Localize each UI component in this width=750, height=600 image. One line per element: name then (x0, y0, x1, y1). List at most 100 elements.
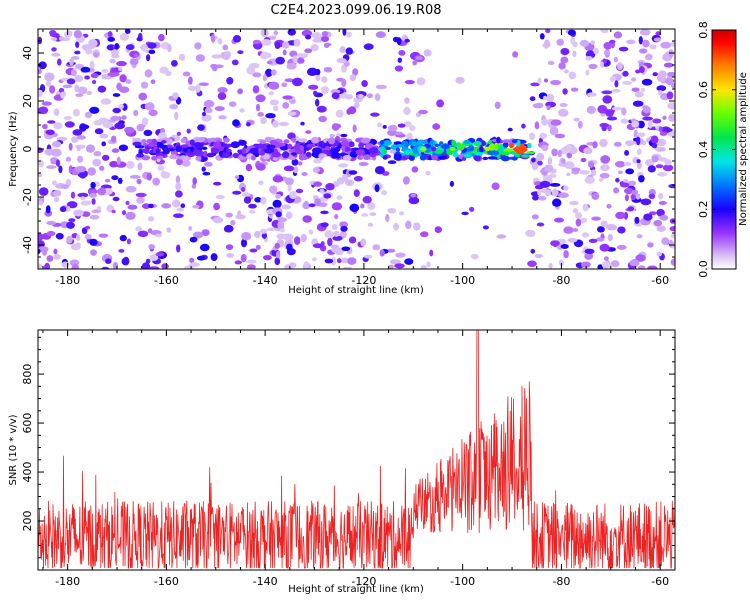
spectrogram-cell (218, 115, 227, 120)
spectrogram-cell (572, 208, 579, 214)
spectrogram-cell (550, 119, 562, 126)
spectrogram-cell (496, 136, 501, 144)
spectrogram-cell (226, 252, 234, 258)
spectrogram-cell (70, 56, 80, 60)
spectrogram-cell (597, 226, 605, 233)
spectrogram-cell (487, 156, 498, 160)
spectrogram-cell (93, 151, 102, 157)
spectrogram-cell (70, 243, 81, 251)
spectrogram-cell (92, 79, 97, 85)
spectrogram-cell (668, 239, 673, 248)
spectrogram-cell (241, 192, 251, 198)
spectrogram-cell (366, 93, 373, 99)
spectrogram-cell (335, 109, 344, 118)
spectrogram-cell (658, 126, 663, 133)
spectrogram-cell (671, 82, 675, 89)
spectrogram-cell (72, 108, 80, 117)
spectrogram-y-tick-label: 20 (21, 94, 34, 108)
spectrogram-cell (639, 66, 645, 74)
spectrogram-cell (140, 81, 149, 89)
spectrogram-cell (397, 57, 402, 63)
spectrogram-cell (246, 264, 256, 269)
spectrogram-cell (431, 146, 437, 152)
spectrogram-cell (550, 240, 560, 247)
spectrogram-cell (588, 161, 595, 168)
spectrogram-cell (539, 180, 551, 188)
spectrogram-cell (148, 266, 160, 269)
spectrogram-cell (385, 214, 390, 223)
spectrogram-cell (621, 107, 627, 116)
spectrogram-cell (268, 91, 275, 96)
spectrogram-cell (404, 38, 410, 43)
spectrogram-cell (124, 126, 135, 134)
spectrogram-cell (246, 122, 251, 127)
spectrogram-cell (655, 164, 664, 169)
spectrogram-cell (642, 116, 653, 121)
spectrogram-cell (74, 75, 84, 82)
spectrogram-cell (301, 29, 313, 37)
spectrogram-cell (469, 206, 475, 212)
spectrogram-cell (260, 117, 267, 125)
spectrogram-cell (288, 156, 297, 161)
spectrogram-cell (266, 60, 273, 65)
spectrogram-cell (232, 35, 242, 43)
spectrogram-cell (231, 59, 239, 66)
spectrogram-cell (331, 224, 338, 230)
spectrogram-cell (108, 72, 120, 77)
spectrogram-cell (161, 203, 172, 209)
snr-y-ticks: 200 400 600 800 (21, 336, 675, 559)
spectrogram-cell (194, 42, 202, 50)
spectrogram-cell (84, 234, 92, 240)
spectrogram-cell (241, 147, 246, 155)
spectrogram-cell (404, 149, 411, 155)
spectrogram-cell (274, 41, 281, 50)
spectrogram-cell (249, 62, 260, 69)
spectrogram-cell (193, 231, 203, 239)
spectrogram-cell (321, 31, 329, 37)
spectrogram-cell (238, 139, 247, 146)
spectrogram-cell (102, 154, 110, 161)
spectrogram-cell (623, 178, 629, 184)
spectrogram-cell (559, 102, 568, 108)
spectrogram-cell (157, 155, 164, 160)
spectrogram-cell (42, 249, 47, 256)
spectrogram-cell (590, 169, 597, 177)
spectrogram-cell (560, 48, 570, 56)
spectrogram-cell (275, 211, 282, 218)
spectrogram-cell (659, 214, 669, 221)
spectrogram-cell (201, 229, 210, 237)
spectrogram-cell (302, 215, 313, 223)
spectrogram-cell (349, 74, 357, 82)
spectrogram-cell (147, 42, 157, 49)
spectrogram-cell (112, 196, 120, 202)
spectrogram-cell (425, 171, 431, 176)
spectrogram-cell (45, 129, 55, 136)
spectrogram-cell (66, 206, 71, 212)
spectrogram-cell (563, 185, 569, 191)
spectrogram-cell (403, 176, 410, 185)
spectrogram-cell (224, 224, 234, 233)
spectrogram-cell (434, 149, 444, 154)
spectrogram-cell (337, 163, 349, 168)
spectrogram-cell (333, 230, 340, 237)
spectrogram-cell (397, 123, 406, 128)
spectrogram-cell (224, 153, 229, 157)
spectrogram-cell (547, 60, 555, 66)
spectrogram-cell (463, 139, 471, 144)
spectrogram-cell (368, 147, 379, 154)
spectrogram-cell (273, 30, 278, 36)
spectrogram-cell (189, 257, 195, 263)
spectrogram-cell (155, 148, 160, 155)
spectrogram-cell (429, 249, 434, 257)
spectrogram-cell (655, 31, 661, 36)
snr-x-tick-label: -160 (154, 575, 179, 588)
spectrogram-cell (157, 165, 165, 171)
spectrogram-cell (658, 90, 663, 96)
spectrogram-cell (38, 106, 49, 115)
spectrogram-cell (77, 155, 84, 163)
spectrogram-cell (286, 62, 297, 70)
spectrogram-cell (79, 124, 90, 130)
spectrogram-cell (615, 160, 626, 168)
spectrogram-cell (180, 203, 186, 208)
spectrogram-cell (142, 203, 151, 210)
